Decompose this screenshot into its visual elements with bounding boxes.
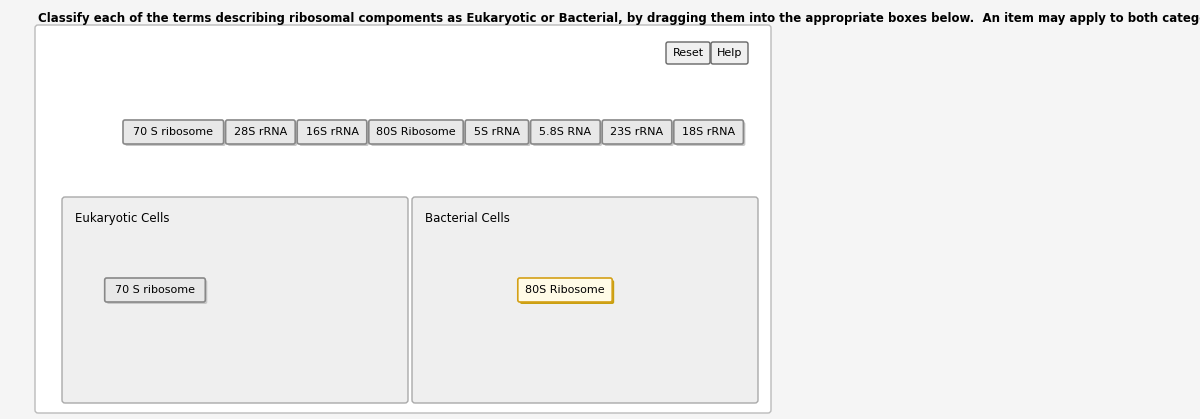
Text: Bacterial Cells: Bacterial Cells: [425, 212, 510, 225]
FancyBboxPatch shape: [602, 120, 672, 144]
Text: 23S rRNA: 23S rRNA: [611, 127, 664, 137]
FancyBboxPatch shape: [710, 42, 748, 64]
Text: 70 S ribosome: 70 S ribosome: [133, 127, 214, 137]
FancyBboxPatch shape: [520, 280, 614, 304]
Text: Reset: Reset: [672, 48, 703, 58]
FancyBboxPatch shape: [666, 42, 710, 64]
Text: 80S Ribosome: 80S Ribosome: [376, 127, 456, 137]
FancyBboxPatch shape: [35, 25, 772, 413]
FancyBboxPatch shape: [107, 280, 208, 304]
FancyBboxPatch shape: [412, 197, 758, 403]
FancyBboxPatch shape: [299, 122, 368, 146]
Text: 28S rRNA: 28S rRNA: [234, 127, 287, 137]
Text: 5S rRNA: 5S rRNA: [474, 127, 520, 137]
FancyBboxPatch shape: [518, 278, 612, 302]
FancyBboxPatch shape: [533, 122, 602, 146]
FancyBboxPatch shape: [674, 120, 744, 144]
FancyBboxPatch shape: [676, 122, 745, 146]
FancyBboxPatch shape: [226, 120, 295, 144]
FancyBboxPatch shape: [467, 122, 530, 146]
Text: 18S rRNA: 18S rRNA: [682, 127, 736, 137]
FancyBboxPatch shape: [368, 120, 463, 144]
Text: Eukaryotic Cells: Eukaryotic Cells: [74, 212, 169, 225]
Text: 5.8S RNA: 5.8S RNA: [539, 127, 592, 137]
FancyBboxPatch shape: [530, 120, 600, 144]
FancyBboxPatch shape: [104, 278, 205, 302]
Text: 16S rRNA: 16S rRNA: [306, 127, 359, 137]
FancyBboxPatch shape: [228, 122, 298, 146]
FancyBboxPatch shape: [62, 197, 408, 403]
FancyBboxPatch shape: [605, 122, 674, 146]
FancyBboxPatch shape: [125, 122, 226, 146]
Text: Help: Help: [716, 48, 742, 58]
Text: Classify each of the terms describing ribosomal compoments as Eukaryotic or Bact: Classify each of the terms describing ri…: [38, 12, 1200, 25]
Text: 70 S ribosome: 70 S ribosome: [115, 285, 194, 295]
Text: 80S Ribosome: 80S Ribosome: [526, 285, 605, 295]
FancyBboxPatch shape: [371, 122, 466, 146]
FancyBboxPatch shape: [124, 120, 223, 144]
FancyBboxPatch shape: [298, 120, 367, 144]
FancyBboxPatch shape: [466, 120, 529, 144]
